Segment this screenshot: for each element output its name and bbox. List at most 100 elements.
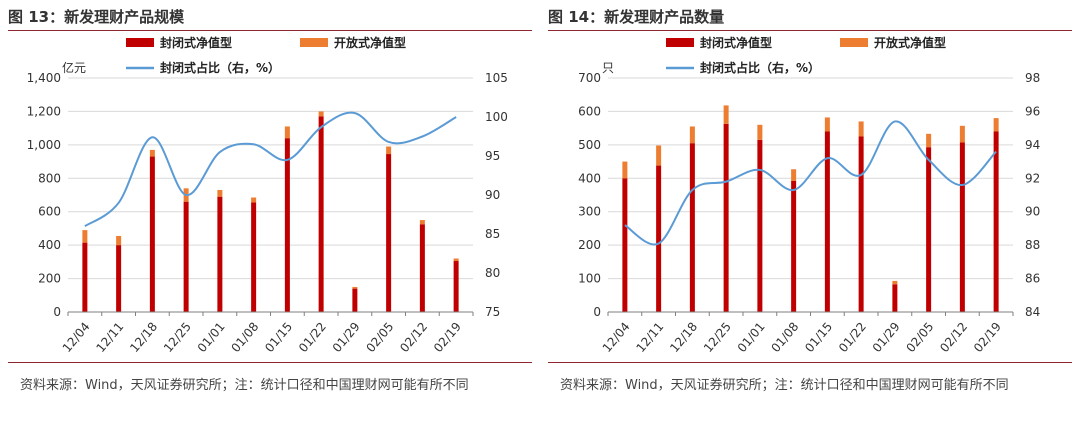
bar-open bbox=[689, 126, 695, 144]
bar-open bbox=[959, 125, 965, 143]
stacked-bar-line-chart: 0 100 200 300 400 500 600 700 84 86 88 90 92 94 96 98 只 1… bbox=[578, 35, 1040, 355]
title-divider bbox=[548, 30, 1072, 31]
legend-label-ratio: 封闭式占比（右，%） bbox=[700, 60, 820, 75]
bar-open bbox=[251, 197, 257, 203]
x-tick-label: 01/22 bbox=[836, 320, 869, 355]
y2-tick-label: 75 bbox=[485, 305, 500, 319]
y-axis-unit: 亿元 bbox=[62, 60, 86, 75]
bar-closed bbox=[959, 142, 965, 312]
bar-open bbox=[116, 235, 122, 246]
y2-tick-label: 95 bbox=[485, 149, 500, 163]
bar-closed bbox=[453, 261, 459, 312]
bar-closed bbox=[892, 284, 898, 312]
x-tick-label: 01/29 bbox=[870, 320, 903, 355]
source-divider bbox=[548, 362, 1072, 363]
y-tick-label: 1,200 bbox=[27, 104, 61, 118]
bar-closed bbox=[284, 138, 290, 312]
x-tick-label: 02/12 bbox=[937, 320, 970, 355]
bar-open bbox=[217, 189, 223, 197]
bar-closed bbox=[858, 136, 864, 312]
y-tick-label: 300 bbox=[578, 205, 601, 219]
bar-open bbox=[926, 133, 932, 148]
y2-tick-label: 94 bbox=[1025, 138, 1040, 152]
bar-open bbox=[82, 230, 88, 243]
bar-closed bbox=[217, 196, 223, 312]
y2-tick-label: 85 bbox=[485, 227, 500, 241]
y2-tick-label: 98 bbox=[1025, 71, 1040, 85]
x-tick-label: 02/05 bbox=[363, 320, 396, 355]
x-tick-label: 12/11 bbox=[633, 320, 666, 355]
y2-tick-label: 90 bbox=[1025, 205, 1040, 219]
bar-open bbox=[723, 105, 729, 124]
y2-tick-label: 86 bbox=[1025, 272, 1040, 286]
x-tick-label: 01/08 bbox=[768, 320, 801, 355]
bar-closed bbox=[386, 154, 392, 312]
bar-open bbox=[993, 118, 999, 132]
y-tick-label: 500 bbox=[578, 138, 601, 152]
x-tick-label: 12/25 bbox=[701, 320, 734, 355]
bar-closed bbox=[419, 224, 425, 312]
x-tick-label: 02/05 bbox=[903, 320, 936, 355]
bar-open bbox=[656, 145, 662, 166]
y2-tick-label: 80 bbox=[485, 266, 500, 280]
x-tick-label: 12/18 bbox=[667, 320, 700, 355]
stacked-bar-line-chart: 0 200 400 600 800 1,000 1,200 1,400 75 80 85 90 95 10… bbox=[27, 35, 508, 355]
chart-panel-scale: 图 13：新发理财产品规模 0 200 400 600 800 1,000 1,200 1,4… bbox=[8, 0, 532, 427]
bar-closed bbox=[757, 139, 763, 312]
bar-closed bbox=[149, 156, 155, 312]
x-tick-label: 12/04 bbox=[60, 320, 93, 355]
legend-swatch-open bbox=[300, 38, 328, 47]
y-tick-label: 600 bbox=[38, 205, 61, 219]
y-tick-label: 400 bbox=[38, 238, 61, 252]
y2-tick-label: 100 bbox=[485, 110, 508, 124]
bar-closed bbox=[656, 165, 662, 312]
y2-tick-label: 92 bbox=[1025, 171, 1040, 185]
bar-open bbox=[622, 161, 628, 179]
x-tick-label: 12/25 bbox=[161, 320, 194, 355]
x-tick-label: 12/18 bbox=[127, 320, 160, 355]
x-tick-label: 12/04 bbox=[600, 320, 633, 355]
x-tick-label: 01/15 bbox=[262, 320, 295, 355]
source-note: 资料来源：Wind，天风证券研究所；注：统计口径和中国理财网可能有所不同 bbox=[560, 378, 1009, 393]
bar-closed bbox=[723, 123, 729, 312]
legend-label-open: 开放式净值型 bbox=[874, 35, 946, 50]
bar-closed bbox=[791, 180, 797, 312]
bar-closed bbox=[824, 131, 830, 312]
bar-open bbox=[284, 126, 290, 139]
y2-tick-label: 105 bbox=[485, 71, 508, 85]
y2-tick-label: 90 bbox=[485, 188, 500, 202]
bar-closed bbox=[82, 242, 88, 312]
x-tick-label: 01/01 bbox=[735, 320, 768, 355]
bar-closed bbox=[352, 288, 358, 312]
bar-open bbox=[892, 280, 898, 285]
bar-open bbox=[419, 220, 425, 225]
x-tick-label: 01/15 bbox=[802, 320, 835, 355]
bar-open bbox=[858, 121, 864, 137]
bar-closed bbox=[183, 201, 189, 312]
ratio-line bbox=[624, 120, 997, 246]
x-tick-label: 01/22 bbox=[296, 320, 329, 355]
y-tick-label: 600 bbox=[578, 104, 601, 118]
y-tick-label: 0 bbox=[593, 305, 601, 319]
y-tick-label: 700 bbox=[578, 71, 601, 85]
y-tick-label: 400 bbox=[578, 171, 601, 185]
y-tick-label: 200 bbox=[578, 238, 601, 252]
x-tick-label: 02/19 bbox=[431, 320, 464, 355]
x-tick-label: 02/12 bbox=[397, 320, 430, 355]
chart-panel-count: 图 14：新发理财产品数量 0 100 200 300 400 500 600 700 84 86… bbox=[548, 0, 1072, 427]
bar-open bbox=[791, 169, 797, 181]
legend-label-open: 开放式净值型 bbox=[334, 35, 406, 50]
bar-closed bbox=[318, 116, 324, 312]
legend-swatch-open bbox=[840, 38, 868, 47]
legend-label-ratio: 封闭式占比（右，%） bbox=[160, 60, 280, 75]
y-tick-label: 1,000 bbox=[27, 138, 61, 152]
source-note: 资料来源：Wind，天风证券研究所；注：统计口径和中国理财网可能有所不同 bbox=[20, 378, 469, 393]
x-tick-label: 02/19 bbox=[971, 320, 1004, 355]
title-divider bbox=[8, 30, 532, 31]
y2-tick-label: 96 bbox=[1025, 104, 1040, 118]
x-tick-label: 12/11 bbox=[93, 320, 126, 355]
x-tick-label: 01/08 bbox=[228, 320, 261, 355]
bar-closed bbox=[622, 178, 628, 312]
bar-closed bbox=[926, 147, 932, 312]
figure-title: 图 13：新发理财产品规模 bbox=[8, 8, 185, 26]
